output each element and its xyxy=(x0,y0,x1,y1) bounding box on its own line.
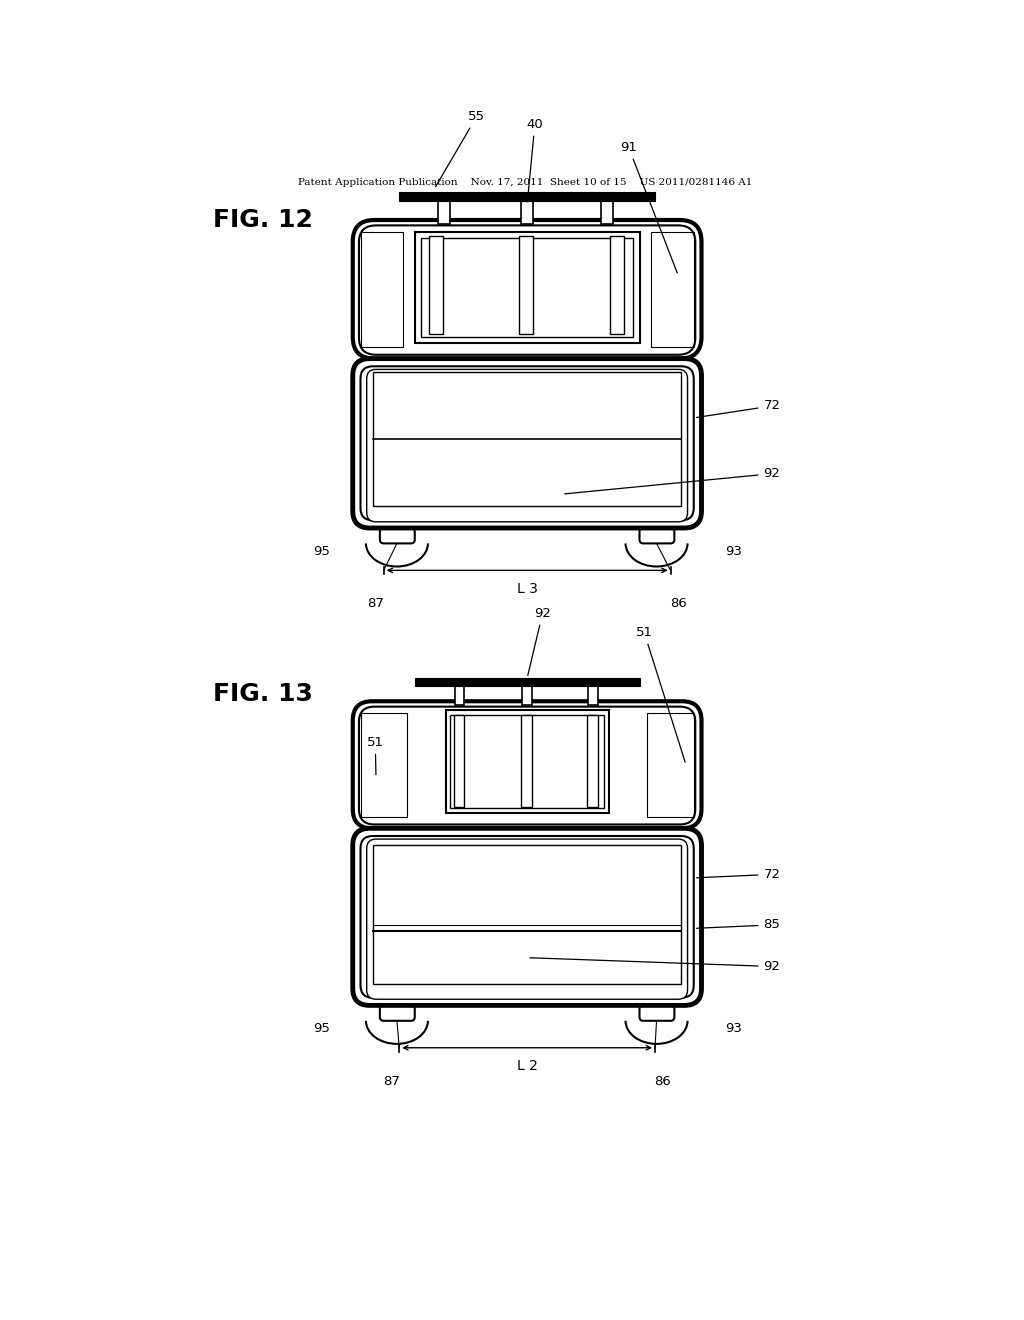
Text: 72: 72 xyxy=(696,867,780,880)
Text: 92: 92 xyxy=(529,958,780,973)
Bar xyxy=(360,713,407,817)
FancyBboxPatch shape xyxy=(352,220,701,359)
FancyBboxPatch shape xyxy=(352,359,701,528)
Bar xyxy=(445,710,608,813)
Text: 93: 93 xyxy=(725,1022,741,1035)
Text: 95: 95 xyxy=(312,545,330,557)
Bar xyxy=(651,231,693,347)
Text: L 2: L 2 xyxy=(517,1059,538,1073)
Bar xyxy=(521,715,531,807)
FancyBboxPatch shape xyxy=(640,528,675,544)
Bar xyxy=(587,715,598,807)
Text: 40: 40 xyxy=(526,117,544,202)
Text: 95: 95 xyxy=(312,1022,330,1035)
Bar xyxy=(647,713,693,817)
FancyBboxPatch shape xyxy=(367,370,687,521)
Text: 92: 92 xyxy=(565,467,780,494)
Bar xyxy=(455,686,464,705)
Text: 72: 72 xyxy=(696,400,780,417)
Bar xyxy=(522,686,531,705)
Text: 92: 92 xyxy=(527,607,551,676)
Bar xyxy=(601,201,613,224)
Text: 55: 55 xyxy=(435,110,485,187)
FancyBboxPatch shape xyxy=(360,836,693,998)
FancyBboxPatch shape xyxy=(352,701,701,829)
Bar xyxy=(421,238,633,337)
FancyBboxPatch shape xyxy=(380,1006,415,1020)
Bar xyxy=(589,686,598,705)
Bar xyxy=(373,372,681,507)
Bar xyxy=(521,201,534,224)
FancyBboxPatch shape xyxy=(640,1006,675,1020)
Text: 93: 93 xyxy=(725,545,741,557)
Bar xyxy=(415,678,640,686)
Text: 86: 86 xyxy=(654,1074,671,1088)
Text: 91: 91 xyxy=(621,141,677,273)
Text: L 3: L 3 xyxy=(517,582,538,595)
Bar xyxy=(415,231,640,343)
Bar xyxy=(519,236,534,334)
Text: 87: 87 xyxy=(383,1074,400,1088)
Bar xyxy=(429,236,442,334)
Text: 85: 85 xyxy=(696,919,780,932)
Bar xyxy=(610,236,624,334)
FancyBboxPatch shape xyxy=(352,829,701,1006)
Text: Patent Application Publication    Nov. 17, 2011  Sheet 10 of 15    US 2011/02811: Patent Application Publication Nov. 17, … xyxy=(298,178,752,186)
Text: 51: 51 xyxy=(367,735,384,775)
FancyBboxPatch shape xyxy=(360,367,693,520)
FancyBboxPatch shape xyxy=(359,226,695,355)
Bar xyxy=(373,845,681,983)
Bar xyxy=(438,201,451,224)
Bar xyxy=(451,715,604,808)
Text: 86: 86 xyxy=(670,598,687,610)
Text: FIG. 13: FIG. 13 xyxy=(213,682,313,706)
Text: 51: 51 xyxy=(636,626,685,762)
Text: FIG. 12: FIG. 12 xyxy=(213,209,313,232)
Text: 87: 87 xyxy=(368,598,384,610)
Bar xyxy=(454,715,464,807)
Bar xyxy=(399,191,655,201)
FancyBboxPatch shape xyxy=(367,840,687,999)
FancyBboxPatch shape xyxy=(359,706,695,825)
Bar xyxy=(360,231,403,347)
FancyBboxPatch shape xyxy=(380,528,415,544)
